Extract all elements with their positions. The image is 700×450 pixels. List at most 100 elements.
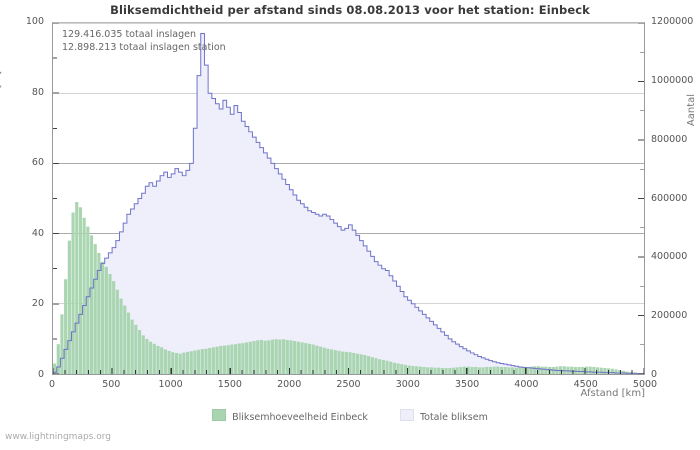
bar [75,202,79,374]
bar [141,335,145,374]
bar [137,330,142,374]
bar [374,358,378,374]
y-tick-label-right: 600000 [651,192,688,204]
bar [230,344,234,374]
bars-station-lightning [53,202,644,374]
bar [618,370,622,374]
bar [60,314,64,374]
bar [296,341,300,374]
bar [156,345,160,374]
bar [193,350,197,374]
legend-item: Totale bliksem [399,409,488,423]
bar [78,207,83,374]
bar [67,240,71,374]
annotation-line-1: 129.416.035 totaal inslagen [62,29,196,40]
bar [540,366,544,374]
bar [53,363,57,374]
bar [518,367,522,374]
bar [573,366,577,374]
bar [93,244,97,374]
bar [115,289,119,374]
y-tick-label-right: 200000 [651,310,688,322]
bar [71,212,75,374]
bar [293,341,297,374]
bar [562,366,566,374]
y-tick-label-right: 0 [651,369,658,380]
bar [256,340,260,374]
bar [274,339,278,374]
bar [145,338,149,374]
bar [463,366,467,374]
y-tick-label-left: 60 [31,157,44,169]
legend-swatch [212,409,227,421]
bar [119,298,123,374]
y-tick-label-left: 100 [25,16,44,27]
bar [108,273,112,374]
bar [304,343,308,374]
bar [595,367,600,374]
bar [522,367,526,374]
bar [344,351,348,374]
chart-legend: Bliksemhoeveelheid Einbeck Totale bliksem [0,409,700,423]
bar [82,217,86,374]
bar [437,367,441,374]
plot-area [52,22,645,375]
bar [621,370,625,374]
bar [477,367,481,374]
bar [503,366,507,374]
y-tick-label-left: 0 [37,369,44,380]
bar [392,362,396,374]
bar [185,351,190,374]
bar [189,351,193,374]
bar [474,366,478,374]
footer-credit: www.lightningmaps.org [5,432,111,442]
bar [311,344,315,374]
bar [252,341,256,374]
bar [422,366,426,374]
bar [570,366,574,374]
plot-canvas [53,23,644,374]
bar [359,354,363,374]
bar [318,346,323,374]
annotation-line-2: 12.898.213 totaal inslagen station [62,42,226,53]
bar [433,367,437,374]
bar [459,366,463,374]
bar [56,344,60,374]
annotation-block: 129.416.035 totaal inslagen 12.898.213 t… [62,28,226,54]
bar [330,349,334,374]
bar [448,368,452,374]
bar [352,352,356,374]
bar [263,340,267,374]
bar [248,341,252,374]
bar [599,367,603,374]
bar [211,347,215,374]
bar [581,366,585,374]
bar [514,367,518,374]
bar [322,347,326,374]
legend-item: Bliksemhoeveelheid Einbeck [212,409,368,423]
legend-swatch [399,409,414,421]
bar [326,348,330,374]
bar [614,369,618,374]
bar [400,364,404,374]
bar [492,366,496,374]
bar [426,367,430,374]
bar [86,226,90,374]
bar [444,368,448,374]
legend-label: Totale bliksem [419,412,488,423]
bar [366,356,371,374]
bar [455,367,459,374]
bar [241,343,245,374]
y-tick-label-left: 20 [31,298,44,310]
bar [496,366,500,374]
bar [440,368,444,374]
bar [233,344,238,374]
page-title: Bliksemdichtheid per afstand sinds 08.08… [110,3,590,17]
bar [182,352,186,374]
y-tick-label-right: 400000 [651,251,688,263]
y-tick-label-right: 1200000 [651,16,694,27]
bar [533,366,537,374]
bar [64,279,68,374]
bar [149,341,153,374]
